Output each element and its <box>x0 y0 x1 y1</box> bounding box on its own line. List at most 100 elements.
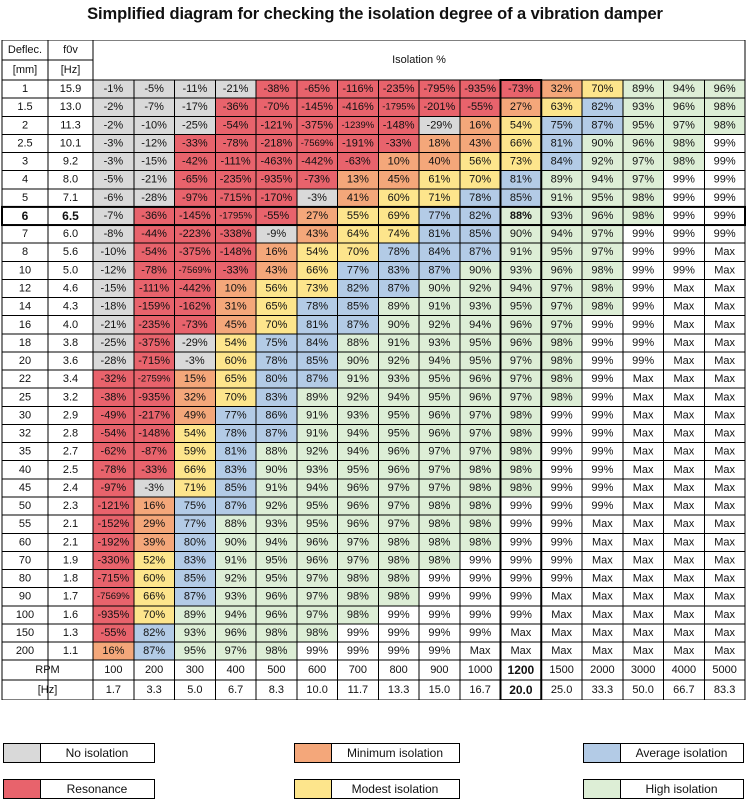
isolation-cell <box>256 533 297 552</box>
isolation-cell <box>500 460 542 479</box>
isolation-value: 75% <box>265 337 287 349</box>
isolation-cell <box>337 424 379 443</box>
isolation-cell <box>378 515 419 534</box>
f0v-label: 4.0 <box>63 319 78 331</box>
isolation-value: -217% <box>138 409 170 421</box>
deflection-cell <box>2 623 48 643</box>
isolation-cell <box>500 297 542 316</box>
hz-tick: 8.3 <box>269 684 284 696</box>
isolation-cell <box>622 261 664 280</box>
isolation-value: 98% <box>388 536 410 548</box>
isolation-value: 70% <box>143 609 165 621</box>
deflection-label: 100 <box>16 609 34 621</box>
isolation-value: -97% <box>101 482 127 494</box>
isolation-cell <box>582 496 623 516</box>
isolation-value: -145% <box>179 210 211 222</box>
isolation-cell <box>133 279 175 298</box>
isolation-value: 78% <box>225 428 247 440</box>
isolation-cell <box>419 315 460 334</box>
isolation-value: -7569% <box>301 138 334 149</box>
isolation-value: 59% <box>184 446 206 458</box>
isolation-value: Max <box>592 627 613 639</box>
isolation-value: Max <box>714 282 735 294</box>
isolation-value: 13% <box>347 174 369 186</box>
isolation-cell <box>663 569 705 588</box>
deflection-cell <box>2 406 48 425</box>
isolation-value: -3% <box>185 355 205 367</box>
isolation-cell <box>459 206 501 226</box>
deflection-label: 35 <box>19 446 31 458</box>
isolation-cell <box>419 370 460 389</box>
isolation-cell <box>337 170 379 189</box>
isolation-cell <box>663 80 705 99</box>
isolation-cell <box>500 80 542 99</box>
isolation-cell <box>133 315 175 334</box>
isolation-cell <box>296 206 338 226</box>
isolation-value: Max <box>673 609 694 621</box>
isolation-cell <box>133 424 175 443</box>
isolation-value: 97% <box>551 282 573 294</box>
isolation-value: -28% <box>101 355 127 367</box>
deflection-label: 16 <box>19 319 31 331</box>
isolation-value: 43% <box>469 137 491 149</box>
isolation-cell <box>256 642 297 661</box>
isolation-value: 83% <box>225 464 247 476</box>
isolation-cell <box>663 152 705 171</box>
isolation-cell <box>296 551 338 570</box>
isolation-value: 80% <box>184 536 206 548</box>
isolation-value: 99% <box>428 573 450 585</box>
isolation-cell <box>215 206 256 226</box>
isolation-cell <box>622 206 664 226</box>
isolation-value: 63% <box>551 101 573 113</box>
isolation-value: -97% <box>182 192 208 204</box>
isolation-value: 97% <box>347 536 369 548</box>
isolation-value: Max <box>714 536 735 548</box>
isolation-value: Max <box>673 554 694 566</box>
hz-tick: 10.0 <box>306 684 327 696</box>
isolation-value: Max <box>714 627 735 639</box>
isolation-value: 78% <box>388 246 410 258</box>
isolation-cell <box>296 478 338 497</box>
isolation-value: -111% <box>139 282 169 294</box>
isolation-value: Max <box>673 482 694 494</box>
isolation-value: 95% <box>306 518 328 530</box>
isolation-cell <box>378 152 419 171</box>
isolation-cell <box>296 388 338 407</box>
isolation-cell <box>582 605 623 624</box>
isolation-cell <box>663 642 705 661</box>
isolation-value: Max <box>673 319 694 331</box>
isolation-table: 1 15.9 -1% -5% -11% -21% -38% -65% -116% -235% -79… <box>1 40 746 700</box>
isolation-value: 87% <box>143 645 165 657</box>
isolation-value: 70% <box>265 319 287 331</box>
isolation-cell <box>582 460 623 479</box>
isolation-value: Max <box>673 301 694 313</box>
isolation-value: 73% <box>510 156 532 168</box>
deflection-label: 7 <box>22 228 28 240</box>
hz-tick: 13.3 <box>388 684 409 696</box>
isolation-cell <box>500 388 542 407</box>
isolation-cell <box>215 623 256 643</box>
isolation-cell <box>459 315 501 334</box>
isolation-cell <box>704 460 745 479</box>
legend-swatch-resonance <box>3 779 41 799</box>
isolation-cell <box>174 551 216 570</box>
isolation-value: 93% <box>469 301 491 313</box>
isolation-value: 99% <box>551 428 573 440</box>
isolation-value: 97% <box>469 409 491 421</box>
isolation-cell <box>93 623 134 643</box>
deflection-cell <box>2 460 48 479</box>
isolation-cell <box>215 116 256 135</box>
hz-tick: 50.0 <box>632 684 653 696</box>
isolation-cell <box>378 170 419 189</box>
isolation-value: -442% <box>179 282 211 294</box>
isolation-cell <box>378 206 419 226</box>
isolation-cell <box>419 297 460 316</box>
isolation-cell <box>296 116 338 135</box>
isolation-value: 82% <box>347 282 369 294</box>
isolation-cell <box>663 225 705 244</box>
isolation-cell <box>663 406 705 425</box>
rpm-tick: 600 <box>308 664 326 676</box>
isolation-cell <box>704 642 745 661</box>
isolation-cell <box>663 496 705 516</box>
f0v-label: 1.7 <box>63 591 78 603</box>
